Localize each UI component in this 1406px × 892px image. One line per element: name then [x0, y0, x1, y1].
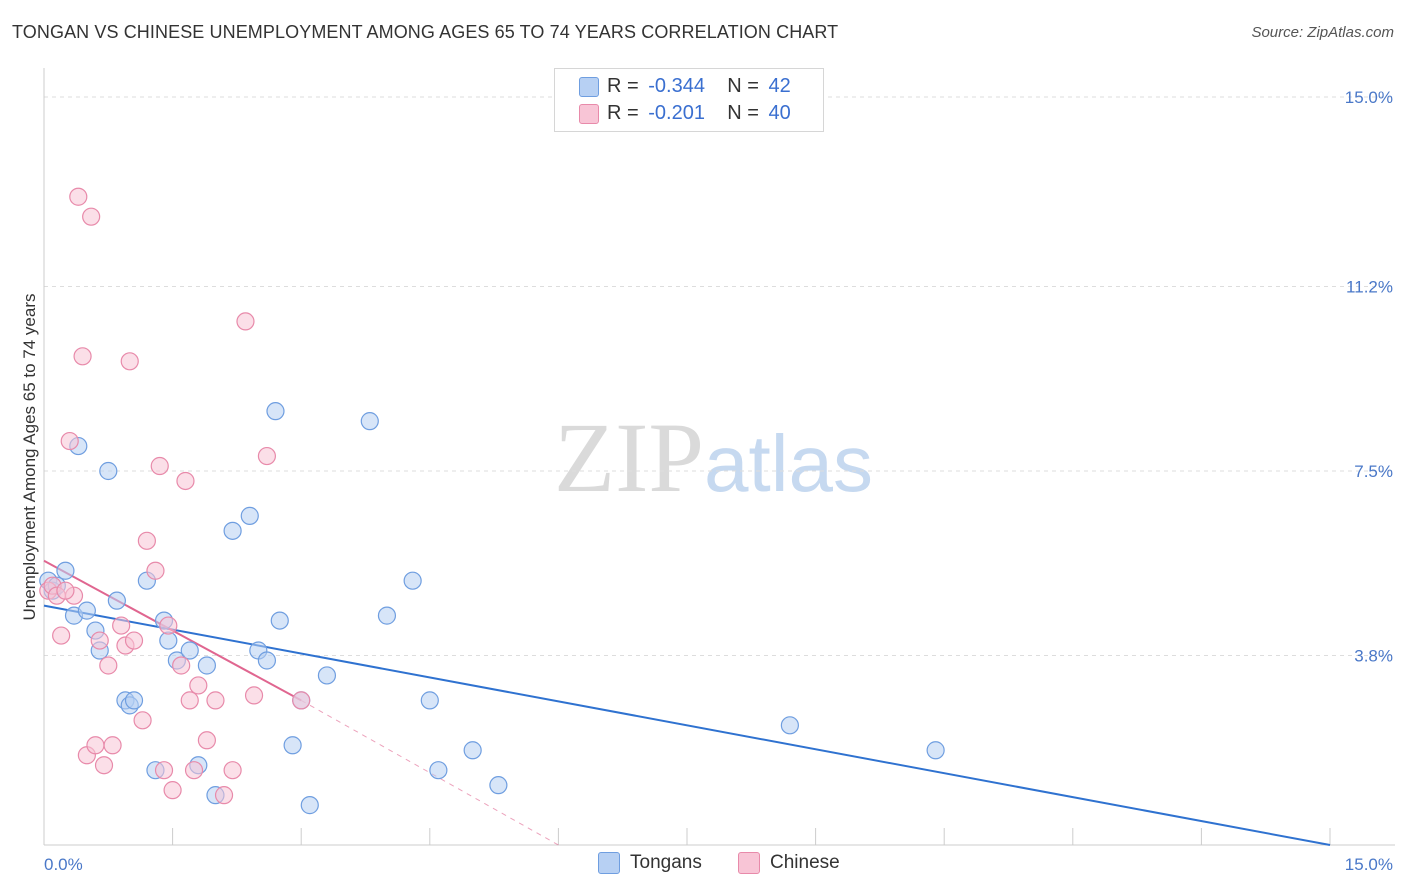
chinese-point [86, 736, 105, 755]
tongans-point [99, 461, 118, 481]
axes [43, 68, 1395, 846]
tongans-point [377, 606, 397, 625]
chinese-point [99, 656, 118, 675]
tongans-point [403, 571, 422, 590]
tongans-point [77, 601, 96, 620]
x-tick-label: 15.0% [1345, 855, 1393, 874]
chinese-point [60, 431, 79, 451]
tongans-trend-line [43, 604, 1331, 846]
tongans-point [360, 412, 379, 431]
chinese-point [163, 781, 182, 800]
chinese-point [189, 676, 208, 695]
chinese-point [94, 756, 114, 775]
chinese-point [172, 656, 191, 675]
chinese-point [52, 626, 71, 645]
chinese-point [124, 631, 144, 650]
tongans-swatch [598, 852, 620, 874]
tongans-point [317, 666, 337, 685]
legend-row-tongans: R = -0.344 N = 42 [579, 75, 791, 99]
tongans-point [257, 651, 277, 670]
trend-lines [43, 559, 1331, 846]
chinese-point [180, 691, 199, 710]
legend-item-chinese: Chinese [738, 852, 840, 874]
legend-r-value: -0.344 [648, 75, 705, 97]
chinese-point [56, 581, 75, 600]
y-tick-label: 11.2% [1346, 277, 1393, 296]
tongans-point [180, 641, 199, 660]
tongans-point [107, 591, 126, 610]
chinese-point [133, 711, 152, 730]
tongans-point [489, 776, 508, 795]
x-tick-label: 0.0% [44, 855, 83, 874]
chinese-point [146, 561, 165, 580]
tongans-point [223, 521, 242, 540]
chinese-point [244, 686, 264, 705]
tongans-point [420, 691, 439, 710]
tongans-swatch [579, 76, 599, 97]
chart-source: Source: ZipAtlas.com [1251, 24, 1394, 41]
tongans-point [266, 402, 285, 421]
chinese-point [112, 616, 131, 635]
tongans-point [197, 656, 216, 675]
chinese-point [90, 631, 109, 650]
y-tick-label: 15.0% [1345, 88, 1393, 107]
chinese-point [154, 761, 174, 780]
chart-title: TONGAN VS CHINESE UNEMPLOYMENT AMONG AGE… [12, 22, 839, 42]
correlation-legend: R = -0.344 N = 42 R = -0.201 N = 40 [554, 68, 824, 132]
chinese-point [184, 761, 204, 780]
legend-row-chinese: R = -0.201 N = 40 [579, 102, 791, 126]
gridlines [44, 96, 1395, 657]
chinese-point [236, 312, 255, 331]
tongans-point [283, 736, 302, 755]
watermark-zip: ZIP [554, 402, 704, 513]
legend-r-label: R = [607, 75, 639, 97]
y-tick-label: 7.5% [1354, 462, 1393, 481]
legend-n-label: N = [727, 75, 759, 97]
legend-n-label: N = [727, 102, 759, 124]
legend-n-value: 42 [768, 75, 791, 97]
tongans-point [124, 691, 144, 710]
tongans-point [56, 561, 75, 580]
tongans-point [926, 741, 945, 760]
chinese-point [120, 352, 139, 371]
chinese-point [214, 786, 234, 805]
chinese-point [103, 736, 122, 755]
chinese-swatch [579, 103, 599, 124]
tongans-point [780, 716, 799, 735]
y-tick-label: 3.8% [1354, 647, 1393, 666]
legend-label-chinese: Chinese [770, 852, 840, 874]
watermark: ZIPatlas [554, 400, 873, 515]
chinese-point [73, 347, 92, 366]
tongans-point [463, 741, 482, 760]
chinese-point [137, 531, 156, 550]
chinese-swatch [738, 852, 760, 874]
tick-labels: 3.8% 7.5% 11.2% 15.0% 0.0% 15.0% [44, 88, 1393, 874]
chinese-point [159, 616, 178, 635]
data-points [39, 187, 945, 815]
legend-r-value: -0.201 [648, 102, 705, 124]
chinese-point [150, 456, 169, 476]
tongans-point [300, 796, 319, 815]
chinese-point [69, 187, 88, 206]
legend-label-tongans: Tongans [630, 852, 702, 874]
tongans-point [429, 761, 448, 780]
legend-n-value: 40 [768, 102, 791, 124]
chinese-point [197, 731, 216, 750]
chinese-point [206, 691, 225, 710]
chinese-point [176, 471, 195, 491]
legend-item-tongans: Tongans [598, 852, 702, 874]
legend-r-label: R = [607, 102, 639, 124]
chinese-point [82, 207, 101, 226]
chinese-point [257, 446, 277, 466]
tongans-point [240, 506, 259, 525]
chinese-point [292, 691, 311, 710]
watermark-atlas: atlas [704, 419, 873, 508]
chinese-point [223, 761, 242, 780]
tongans-point [270, 611, 289, 630]
